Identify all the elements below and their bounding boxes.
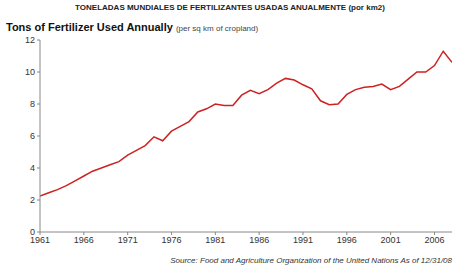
svg-text:8: 8 — [30, 99, 35, 109]
svg-text:0: 0 — [30, 227, 35, 237]
svg-text:10: 10 — [25, 67, 35, 77]
svg-text:1966: 1966 — [74, 235, 94, 245]
svg-text:12: 12 — [25, 35, 35, 45]
svg-text:1996: 1996 — [337, 235, 357, 245]
svg-text:6: 6 — [30, 131, 35, 141]
svg-text:4: 4 — [30, 163, 35, 173]
svg-text:1981: 1981 — [205, 235, 225, 245]
svg-text:2: 2 — [30, 195, 35, 205]
svg-text:1971: 1971 — [118, 235, 138, 245]
svg-text:1976: 1976 — [161, 235, 181, 245]
svg-text:1961: 1961 — [30, 235, 50, 246]
svg-text:1991: 1991 — [293, 235, 313, 245]
svg-text:2006: 2006 — [424, 235, 444, 245]
html-text:Source: Food and Agriculture O: Source: Food and Agriculture Organizatio… — [170, 256, 452, 265]
svg-text:1986: 1986 — [249, 235, 269, 245]
html-text:TONELADAS MUNDIALES DE FERTILI: TONELADAS MUNDIALES DE FERTILIZANTES USA… — [75, 3, 385, 12]
html-text:Tons of Fertilizer Used Annual: Tons of Fertilizer Used Annually (per sq… — [6, 21, 259, 33]
svg-text:2001: 2001 — [381, 235, 401, 245]
